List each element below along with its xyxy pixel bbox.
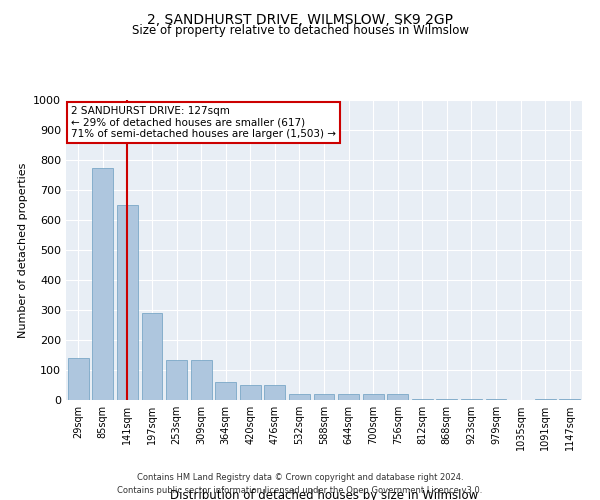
Bar [387,394,408,400]
Bar [117,205,138,400]
Text: Size of property relative to detached houses in Wilmslow: Size of property relative to detached ho… [131,24,469,37]
Bar [338,394,359,400]
Bar [362,394,383,400]
Bar [142,313,163,400]
Bar [240,385,261,400]
Bar [68,358,89,400]
Bar [92,168,113,400]
X-axis label: Distribution of detached houses by size in Wilmslow: Distribution of detached houses by size … [170,489,478,500]
Bar [559,398,580,400]
Bar [436,398,457,400]
Bar [535,398,556,400]
Y-axis label: Number of detached properties: Number of detached properties [17,162,28,338]
Text: 2 SANDHURST DRIVE: 127sqm
← 29% of detached houses are smaller (617)
71% of semi: 2 SANDHURST DRIVE: 127sqm ← 29% of detac… [71,106,336,139]
Text: Contains HM Land Registry data © Crown copyright and database right 2024.
Contai: Contains HM Land Registry data © Crown c… [118,474,482,495]
Bar [485,398,506,400]
Text: 2, SANDHURST DRIVE, WILMSLOW, SK9 2GP: 2, SANDHURST DRIVE, WILMSLOW, SK9 2GP [147,12,453,26]
Bar [166,360,187,400]
Bar [412,398,433,400]
Bar [289,394,310,400]
Bar [265,385,286,400]
Bar [314,394,334,400]
Bar [215,382,236,400]
Bar [461,398,482,400]
Bar [191,360,212,400]
